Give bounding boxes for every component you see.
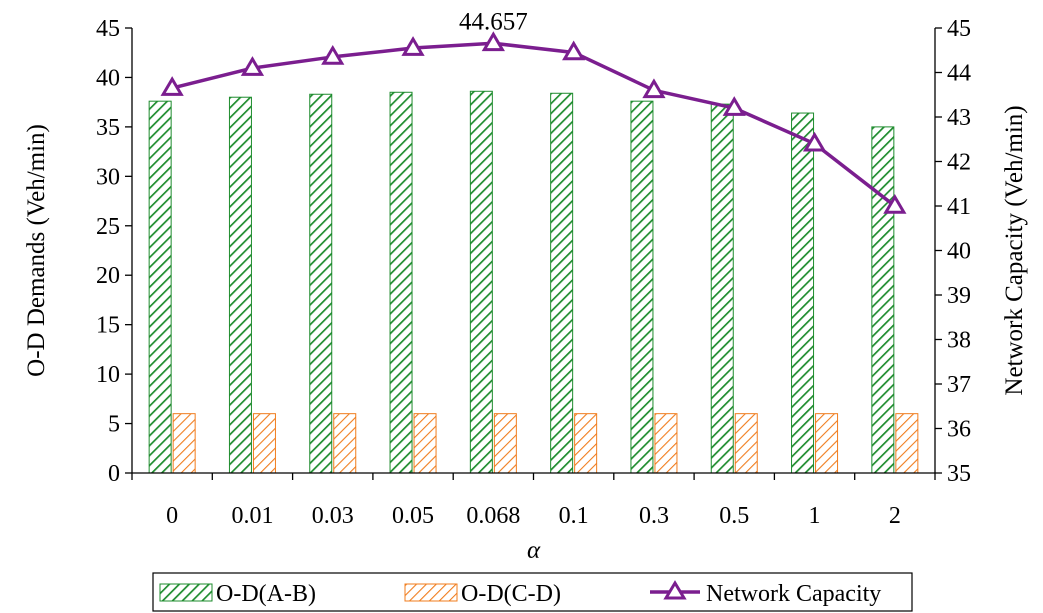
- plot-area: 44.657: [148, 8, 919, 474]
- x-tick-label: 0.01: [231, 503, 273, 529]
- bar-od-ab: [550, 92, 574, 474]
- x-tick-label: 0.3: [639, 503, 669, 529]
- y-right-tick-label: 42: [947, 150, 971, 176]
- x-tick-label: 0.1: [559, 503, 589, 529]
- y-left-tick-label: 25: [96, 214, 120, 240]
- axes: 0510152025303540453536373839404142434445…: [23, 16, 1028, 564]
- bar-od-cd: [654, 413, 678, 474]
- bar-od-ab: [389, 91, 413, 474]
- point-network-capacity: [722, 96, 746, 116]
- bar-od-ab: [710, 103, 734, 474]
- y-right-tick-label: 38: [947, 328, 971, 354]
- bar-od-cd: [333, 413, 357, 474]
- bar-od-ab: [148, 100, 172, 474]
- point-network-capacity: [562, 40, 586, 61]
- legend-box: [152, 572, 913, 612]
- bar-od-cd: [493, 413, 517, 474]
- bar-od-cd: [413, 413, 437, 474]
- y-left-tick-label: 10: [96, 362, 120, 388]
- bar-od-ab: [469, 90, 493, 474]
- y-left-tick-label: 20: [96, 263, 120, 289]
- y-right-tick-label: 39: [947, 283, 971, 309]
- y-left-tick-label: 45: [96, 16, 120, 42]
- bar-od-cd: [574, 413, 598, 474]
- point-network-capacity: [401, 36, 425, 56]
- x-tick-label: 0.5: [719, 503, 749, 529]
- legend-swatch-od-ab: [159, 583, 213, 602]
- x-tick-label: 2: [889, 503, 901, 529]
- x-axis-title: α: [527, 537, 541, 564]
- legend: O-D(A-B) O-D(C-D) Network Capacity: [152, 572, 913, 612]
- point-network-capacity: [802, 131, 827, 152]
- y-right-tick-label: 36: [947, 417, 971, 443]
- bar-od-ab: [630, 100, 654, 474]
- y-axis-left-title: O-D Demands (Veh/min): [23, 124, 50, 377]
- x-tick-label: 1: [809, 503, 821, 529]
- bar-od-ab: [791, 112, 815, 474]
- y-left-tick-label: 15: [96, 313, 120, 339]
- bar-od-ab: [871, 126, 895, 474]
- legend-label-od-ab: O-D(A-B): [216, 581, 316, 607]
- legend-label-network-capacity: Network Capacity: [706, 581, 881, 607]
- point-network-capacity: [883, 194, 907, 214]
- y-left-tick-label: 5: [108, 412, 120, 438]
- bar-od-cd: [895, 413, 919, 474]
- point-network-capacity: [642, 78, 666, 99]
- bar-od-ab: [228, 96, 252, 474]
- y-axis-right-title: Network Capacity (Veh/min): [1001, 105, 1028, 395]
- x-tick-label: 0.068: [466, 503, 520, 529]
- y-right-tick-label: 35: [947, 461, 971, 487]
- y-left-tick-label: 35: [96, 115, 120, 141]
- legend-label-od-cd: O-D(C-D): [461, 581, 561, 607]
- y-left-tick-label: 0: [108, 461, 120, 487]
- y-left-tick-label: 30: [96, 164, 120, 190]
- y-right-tick-label: 45: [947, 16, 971, 42]
- x-tick-label: 0: [166, 503, 178, 529]
- point-network-capacity: [240, 56, 265, 76]
- bar-od-cd: [734, 413, 758, 474]
- point-network-capacity: [481, 31, 505, 52]
- data-label-annotation: 44.657: [459, 8, 528, 35]
- y-right-tick-label: 43: [947, 105, 971, 131]
- y-right-tick-label: 41: [947, 194, 971, 220]
- series-line-network-capacity: [171, 41, 896, 208]
- bar-od-cd: [172, 413, 196, 474]
- y-right-tick-label: 40: [947, 239, 971, 265]
- y-right-tick-label: 44: [947, 61, 971, 87]
- point-network-capacity: [321, 44, 345, 65]
- point-network-capacity: [160, 76, 184, 96]
- y-right-tick-label: 37: [947, 372, 971, 398]
- y-left-tick-label: 40: [96, 65, 120, 91]
- bar-od-cd: [252, 413, 276, 474]
- x-tick-label: 0.05: [392, 503, 434, 529]
- bar-od-cd: [815, 413, 839, 474]
- legend-marker-network-capacity: [663, 580, 687, 600]
- bar-od-ab: [309, 93, 333, 474]
- x-tick-label: 0.03: [312, 503, 354, 529]
- legend-swatch-od-cd: [404, 583, 458, 602]
